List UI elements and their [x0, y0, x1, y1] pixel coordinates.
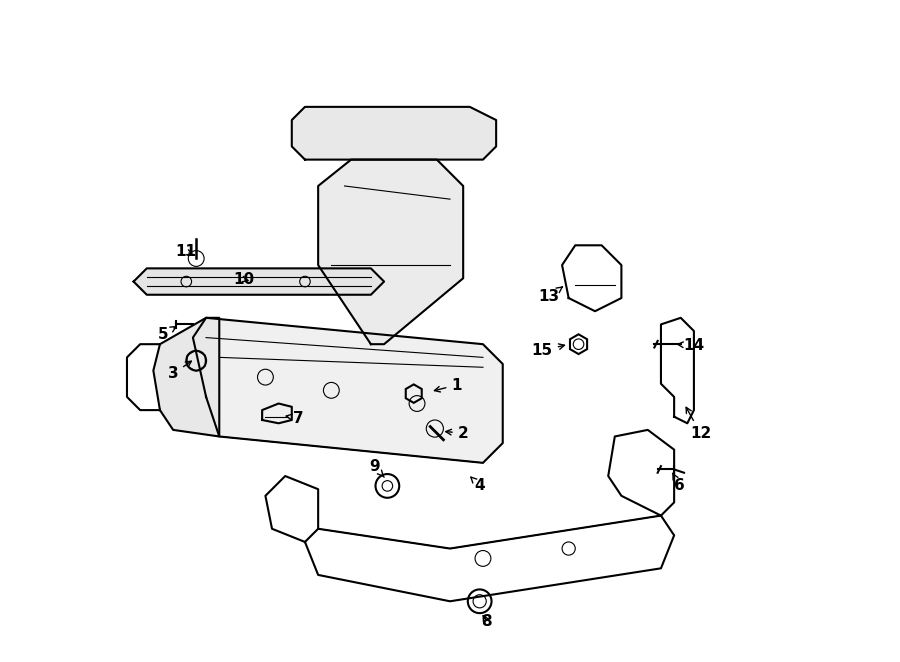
Text: 7: 7: [286, 410, 303, 426]
Text: 15: 15: [532, 344, 564, 358]
Text: 9: 9: [369, 459, 384, 477]
Text: 1: 1: [435, 377, 462, 393]
Text: 14: 14: [678, 338, 705, 353]
Text: 8: 8: [481, 614, 491, 628]
Text: 4: 4: [471, 477, 485, 493]
Polygon shape: [292, 107, 496, 160]
Text: 5: 5: [158, 326, 176, 342]
Polygon shape: [193, 318, 503, 463]
Text: 13: 13: [538, 287, 562, 305]
Polygon shape: [319, 160, 464, 344]
Text: 10: 10: [234, 272, 255, 287]
Polygon shape: [133, 268, 384, 295]
Text: 6: 6: [672, 473, 685, 493]
Polygon shape: [153, 318, 220, 436]
Text: 2: 2: [446, 426, 469, 441]
Text: 12: 12: [686, 407, 711, 441]
Text: 11: 11: [176, 244, 197, 260]
Text: 3: 3: [167, 361, 192, 381]
